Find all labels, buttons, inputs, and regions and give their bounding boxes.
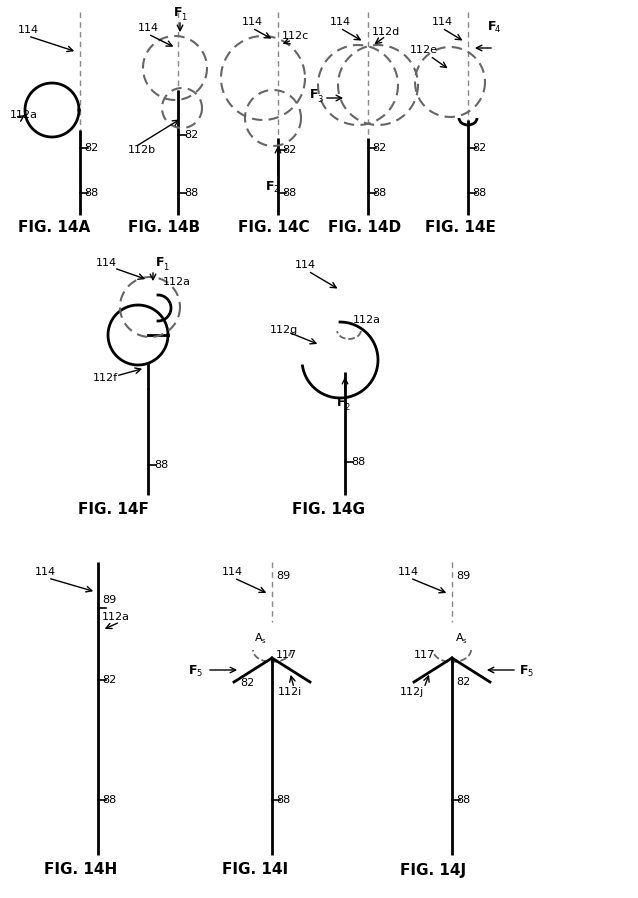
Text: 4: 4: [495, 25, 500, 34]
Text: 88: 88: [84, 188, 98, 198]
Text: 2: 2: [344, 402, 349, 411]
Text: 112f: 112f: [93, 373, 118, 383]
Text: 112a: 112a: [163, 277, 191, 287]
Text: 88: 88: [154, 460, 168, 470]
Text: FIG. 14J: FIG. 14J: [400, 862, 466, 877]
Text: FIG. 14A: FIG. 14A: [18, 221, 90, 235]
Text: F: F: [337, 397, 346, 409]
Text: 88: 88: [456, 795, 470, 805]
Text: s: s: [463, 638, 466, 644]
Text: FIG. 14H: FIG. 14H: [44, 862, 117, 877]
Text: 89: 89: [102, 595, 116, 605]
Text: 114: 114: [222, 567, 243, 577]
Text: s: s: [262, 638, 265, 644]
Text: FIG. 14B: FIG. 14B: [128, 221, 200, 235]
Text: 117: 117: [276, 650, 297, 660]
Text: 114: 114: [18, 25, 39, 35]
Text: 89: 89: [276, 571, 290, 581]
Text: FIG. 14C: FIG. 14C: [238, 221, 309, 235]
Text: 112a: 112a: [353, 315, 381, 325]
Text: 88: 88: [276, 795, 290, 805]
Text: F: F: [189, 664, 198, 676]
Text: 114: 114: [242, 17, 263, 27]
Text: 114: 114: [35, 567, 56, 577]
Text: 88: 88: [282, 188, 296, 198]
Text: 82: 82: [240, 678, 255, 688]
Text: 5: 5: [196, 670, 201, 679]
Text: A: A: [255, 633, 263, 643]
Text: 89: 89: [456, 571, 470, 581]
Text: 82: 82: [456, 677, 470, 687]
Text: 3: 3: [317, 94, 322, 103]
Text: 112c: 112c: [282, 31, 309, 41]
Text: FIG. 14G: FIG. 14G: [292, 503, 365, 517]
Text: 82: 82: [282, 145, 296, 155]
Text: 88: 88: [351, 457, 365, 467]
Text: 88: 88: [372, 188, 386, 198]
Text: 82: 82: [472, 143, 486, 153]
Text: 2: 2: [273, 186, 278, 195]
Text: 82: 82: [184, 130, 198, 140]
Text: F: F: [266, 180, 274, 192]
Text: 114: 114: [138, 23, 159, 33]
Text: 114: 114: [398, 567, 419, 577]
Text: FIG. 14E: FIG. 14E: [425, 221, 496, 235]
Text: 88: 88: [102, 795, 116, 805]
Text: FIG. 14F: FIG. 14F: [78, 503, 149, 517]
Text: 117: 117: [414, 650, 435, 660]
Text: 88: 88: [184, 188, 198, 198]
Text: 112d: 112d: [372, 27, 400, 37]
Text: 82: 82: [84, 143, 98, 153]
Text: 114: 114: [432, 17, 453, 27]
Text: 112i: 112i: [278, 687, 302, 697]
Text: 82: 82: [102, 675, 116, 685]
Text: 112a: 112a: [10, 110, 38, 120]
Text: 112a: 112a: [102, 612, 130, 622]
Text: FIG. 14D: FIG. 14D: [328, 221, 401, 235]
Text: 112j: 112j: [400, 687, 424, 697]
Text: 114: 114: [330, 17, 351, 27]
Text: FIG. 14I: FIG. 14I: [222, 862, 288, 877]
Text: F: F: [520, 664, 528, 676]
Text: F: F: [310, 89, 318, 101]
Text: 82: 82: [372, 143, 386, 153]
Text: 114: 114: [96, 258, 117, 268]
Text: 5: 5: [527, 670, 532, 679]
Text: 112g: 112g: [270, 325, 298, 335]
Text: 88: 88: [472, 188, 486, 198]
Text: F: F: [488, 20, 496, 32]
Text: F: F: [156, 257, 165, 269]
Text: F: F: [174, 6, 182, 20]
Text: 1: 1: [181, 13, 186, 22]
Text: 112e: 112e: [410, 45, 438, 55]
Text: 114: 114: [295, 260, 316, 270]
Text: A: A: [456, 633, 464, 643]
Text: 112b: 112b: [128, 145, 156, 155]
Text: 1: 1: [163, 262, 168, 271]
